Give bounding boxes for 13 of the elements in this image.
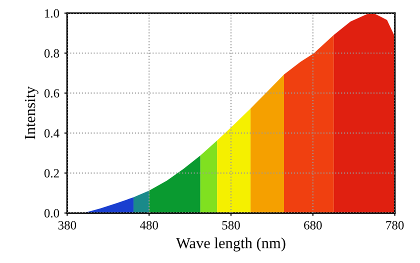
y-tick-label: 0.6 [44, 89, 60, 98]
y-tick-label: 0.8 [44, 49, 60, 58]
x-tick-label: 780 [386, 221, 404, 230]
y-tick-label: 0.4 [44, 129, 60, 138]
x-tick-label: 480 [140, 221, 158, 230]
x-axis-title: Wave length (nm) [176, 238, 286, 252]
y-axis-title: Intensity [24, 86, 38, 140]
y-tick-label: 1.0 [45, 9, 60, 18]
y-tick-label: 0.0 [44, 209, 60, 218]
x-tick-label: 380 [58, 221, 76, 230]
x-tick-label: 680 [304, 221, 322, 230]
x-tick-label: 580 [222, 221, 240, 230]
y-tick-label: 0.2 [44, 169, 59, 178]
